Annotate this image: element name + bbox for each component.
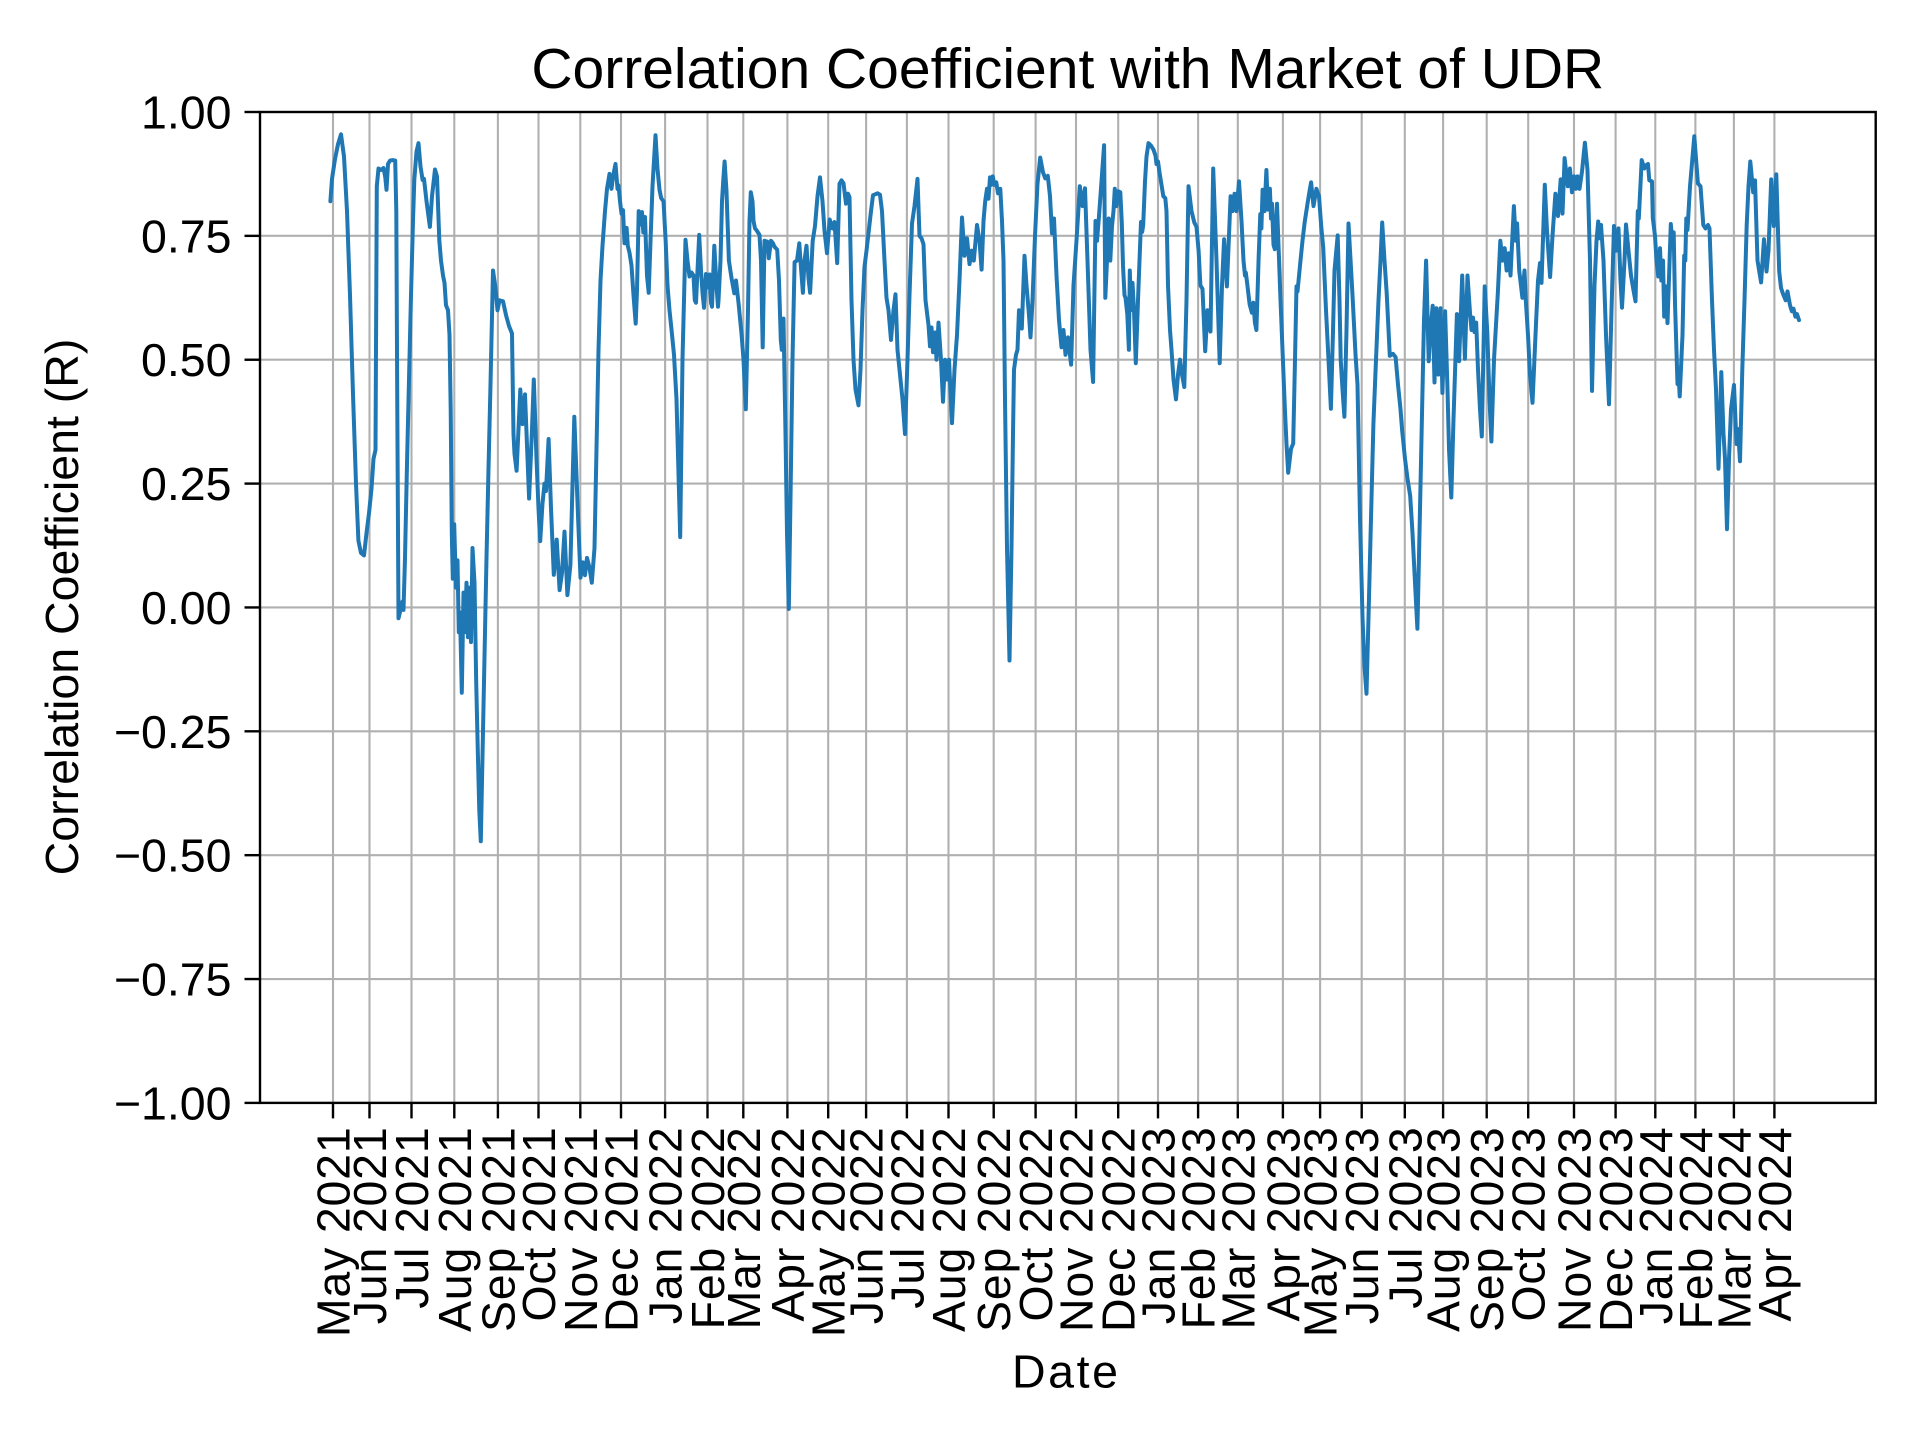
svg-text:Correlation Coefficient with M: Correlation Coefficient with Market of U…: [531, 37, 1604, 101]
svg-text:−1.00: −1.00: [114, 1077, 232, 1129]
svg-text:Mar 2022: Mar 2022: [718, 1127, 770, 1330]
svg-text:Dec 2022: Dec 2022: [1093, 1127, 1145, 1332]
svg-text:Jan 2023: Jan 2023: [1133, 1127, 1185, 1325]
svg-text:Mar 2023: Mar 2023: [1212, 1127, 1264, 1330]
svg-text:Nov 2021: Nov 2021: [555, 1127, 607, 1332]
svg-text:Feb 2024: Feb 2024: [1670, 1127, 1722, 1330]
svg-text:Oct 2021: Oct 2021: [513, 1127, 565, 1322]
svg-text:Feb 2022: Feb 2022: [682, 1127, 734, 1330]
svg-text:0.50: 0.50: [141, 334, 232, 386]
svg-text:May 2022: May 2022: [803, 1127, 855, 1338]
svg-text:Aug 2022: Aug 2022: [923, 1127, 975, 1333]
svg-text:Jan 2022: Jan 2022: [640, 1127, 692, 1325]
svg-text:Apr 2022: Apr 2022: [762, 1127, 814, 1322]
svg-text:Jun 2023: Jun 2023: [1336, 1127, 1388, 1325]
svg-text:Date: Date: [1012, 1346, 1121, 1398]
svg-text:0.75: 0.75: [141, 210, 232, 262]
svg-text:Jul 2022: Jul 2022: [881, 1127, 933, 1309]
svg-text:−0.50: −0.50: [114, 830, 232, 882]
svg-text:Jul 2023: Jul 2023: [1379, 1127, 1431, 1309]
svg-text:Sep 2021: Sep 2021: [472, 1127, 524, 1333]
svg-text:Aug 2023: Aug 2023: [1418, 1127, 1470, 1333]
svg-text:Correlation Coefficient (R): Correlation Coefficient (R): [36, 339, 88, 876]
svg-text:Dec 2021: Dec 2021: [596, 1127, 648, 1332]
svg-text:Apr 2023: Apr 2023: [1257, 1127, 1309, 1322]
svg-text:−0.25: −0.25: [114, 706, 232, 758]
svg-text:Aug 2021: Aug 2021: [429, 1127, 481, 1333]
svg-text:May 2023: May 2023: [1295, 1127, 1347, 1338]
svg-text:Oct 2023: Oct 2023: [1503, 1127, 1555, 1322]
svg-text:1.00: 1.00: [141, 87, 232, 139]
svg-text:Sep 2022: Sep 2022: [968, 1127, 1020, 1333]
svg-text:Feb 2023: Feb 2023: [1173, 1127, 1225, 1330]
svg-text:Jul 2021: Jul 2021: [386, 1127, 438, 1309]
svg-text:Oct 2022: Oct 2022: [1010, 1127, 1062, 1322]
svg-text:Nov 2022: Nov 2022: [1051, 1127, 1103, 1332]
svg-text:Jun 2021: Jun 2021: [344, 1127, 396, 1325]
svg-text:May 2021: May 2021: [308, 1127, 360, 1338]
svg-text:Jun 2022: Jun 2022: [841, 1127, 893, 1325]
svg-text:Apr 2024: Apr 2024: [1749, 1127, 1801, 1322]
svg-text:Jan 2024: Jan 2024: [1630, 1127, 1682, 1325]
svg-text:Mar 2024: Mar 2024: [1708, 1127, 1760, 1330]
svg-text:0.00: 0.00: [141, 582, 232, 634]
svg-text:−0.75: −0.75: [114, 954, 232, 1006]
svg-text:Dec 2023: Dec 2023: [1590, 1127, 1642, 1332]
svg-text:Nov 2023: Nov 2023: [1549, 1127, 1601, 1332]
svg-text:0.25: 0.25: [141, 458, 232, 510]
svg-text:Sep 2023: Sep 2023: [1461, 1127, 1513, 1333]
